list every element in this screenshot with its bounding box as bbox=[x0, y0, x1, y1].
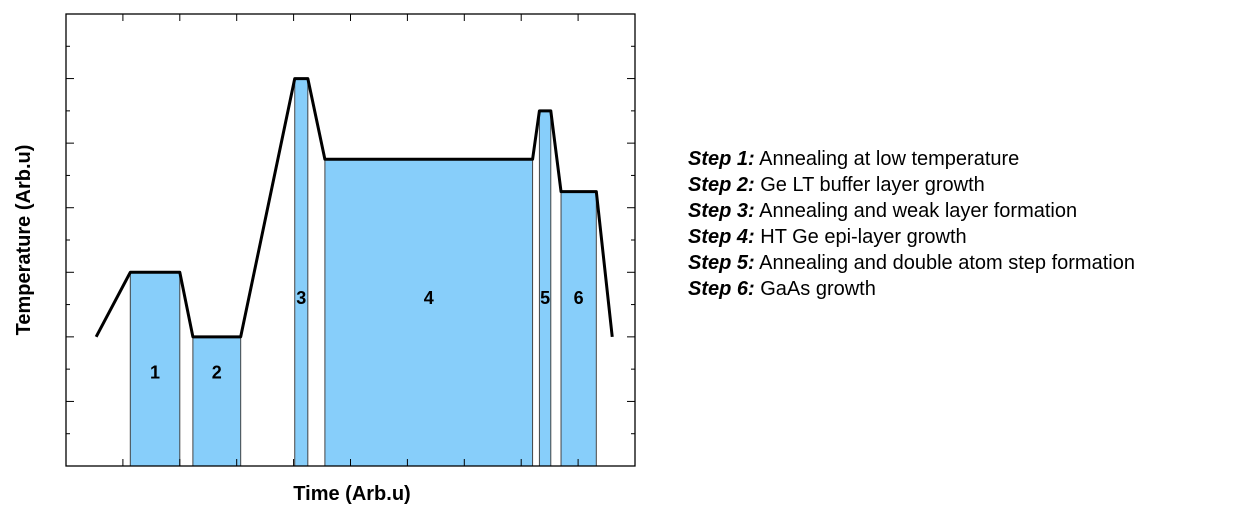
x-axis-title: Time (Arb.u) bbox=[293, 483, 410, 505]
step-5-number: 5 bbox=[540, 288, 550, 308]
legend-step-key: Step 5: bbox=[688, 252, 755, 274]
legend-step-description: Annealing and weak layer formation bbox=[754, 200, 1078, 222]
step-2-number: 2 bbox=[212, 362, 222, 382]
legend-step-key: Step 1: bbox=[688, 148, 755, 170]
step-legend: Step 1: Annealing at low temperature Step… bbox=[688, 146, 1244, 302]
legend-step-key: Step 4: bbox=[688, 226, 755, 248]
temperature-profile-line bbox=[94, 77, 614, 339]
step-2-block bbox=[192, 336, 242, 467]
legend-step-description: GaAs growth bbox=[754, 278, 876, 300]
legend-step-description: Annealing at low temperature bbox=[754, 148, 1020, 170]
legend-step-description: HT Ge epi-layer growth bbox=[754, 226, 967, 248]
step-1-block bbox=[129, 271, 181, 467]
legend-step-description: Ge LT buffer layer growth bbox=[754, 174, 985, 196]
legend-step-description: Annealing and double atom step formation bbox=[754, 252, 1135, 274]
step-4-number: 4 bbox=[424, 288, 434, 308]
legend-step-1: Step 1: Annealing at low temperature bbox=[688, 146, 1244, 172]
step-6-block bbox=[560, 191, 597, 467]
step-1-number: 1 bbox=[150, 362, 160, 382]
y-axis-title: Temperature (Arb.u) bbox=[13, 145, 35, 336]
step-3-number: 3 bbox=[296, 288, 306, 308]
legend-step-3: Step 3: Annealing and weak layer formati… bbox=[688, 198, 1244, 224]
step-6-number: 6 bbox=[574, 288, 584, 308]
legend-step-key: Step 6: bbox=[688, 278, 755, 300]
step-3-block bbox=[294, 78, 309, 467]
legend-step-4: Step 4: HT Ge epi-layer growth bbox=[688, 224, 1244, 250]
legend-step-key: Step 3: bbox=[688, 200, 755, 222]
legend-step-2: Step 2: Ge LT buffer layer growth bbox=[688, 172, 1244, 198]
step-4-block bbox=[324, 158, 534, 467]
legend-step-5: Step 5: Annealing and double atom step f… bbox=[688, 250, 1244, 276]
legend-step-key: Step 2: bbox=[688, 174, 755, 196]
legend-step-6: Step 6: GaAs growth bbox=[688, 276, 1244, 302]
